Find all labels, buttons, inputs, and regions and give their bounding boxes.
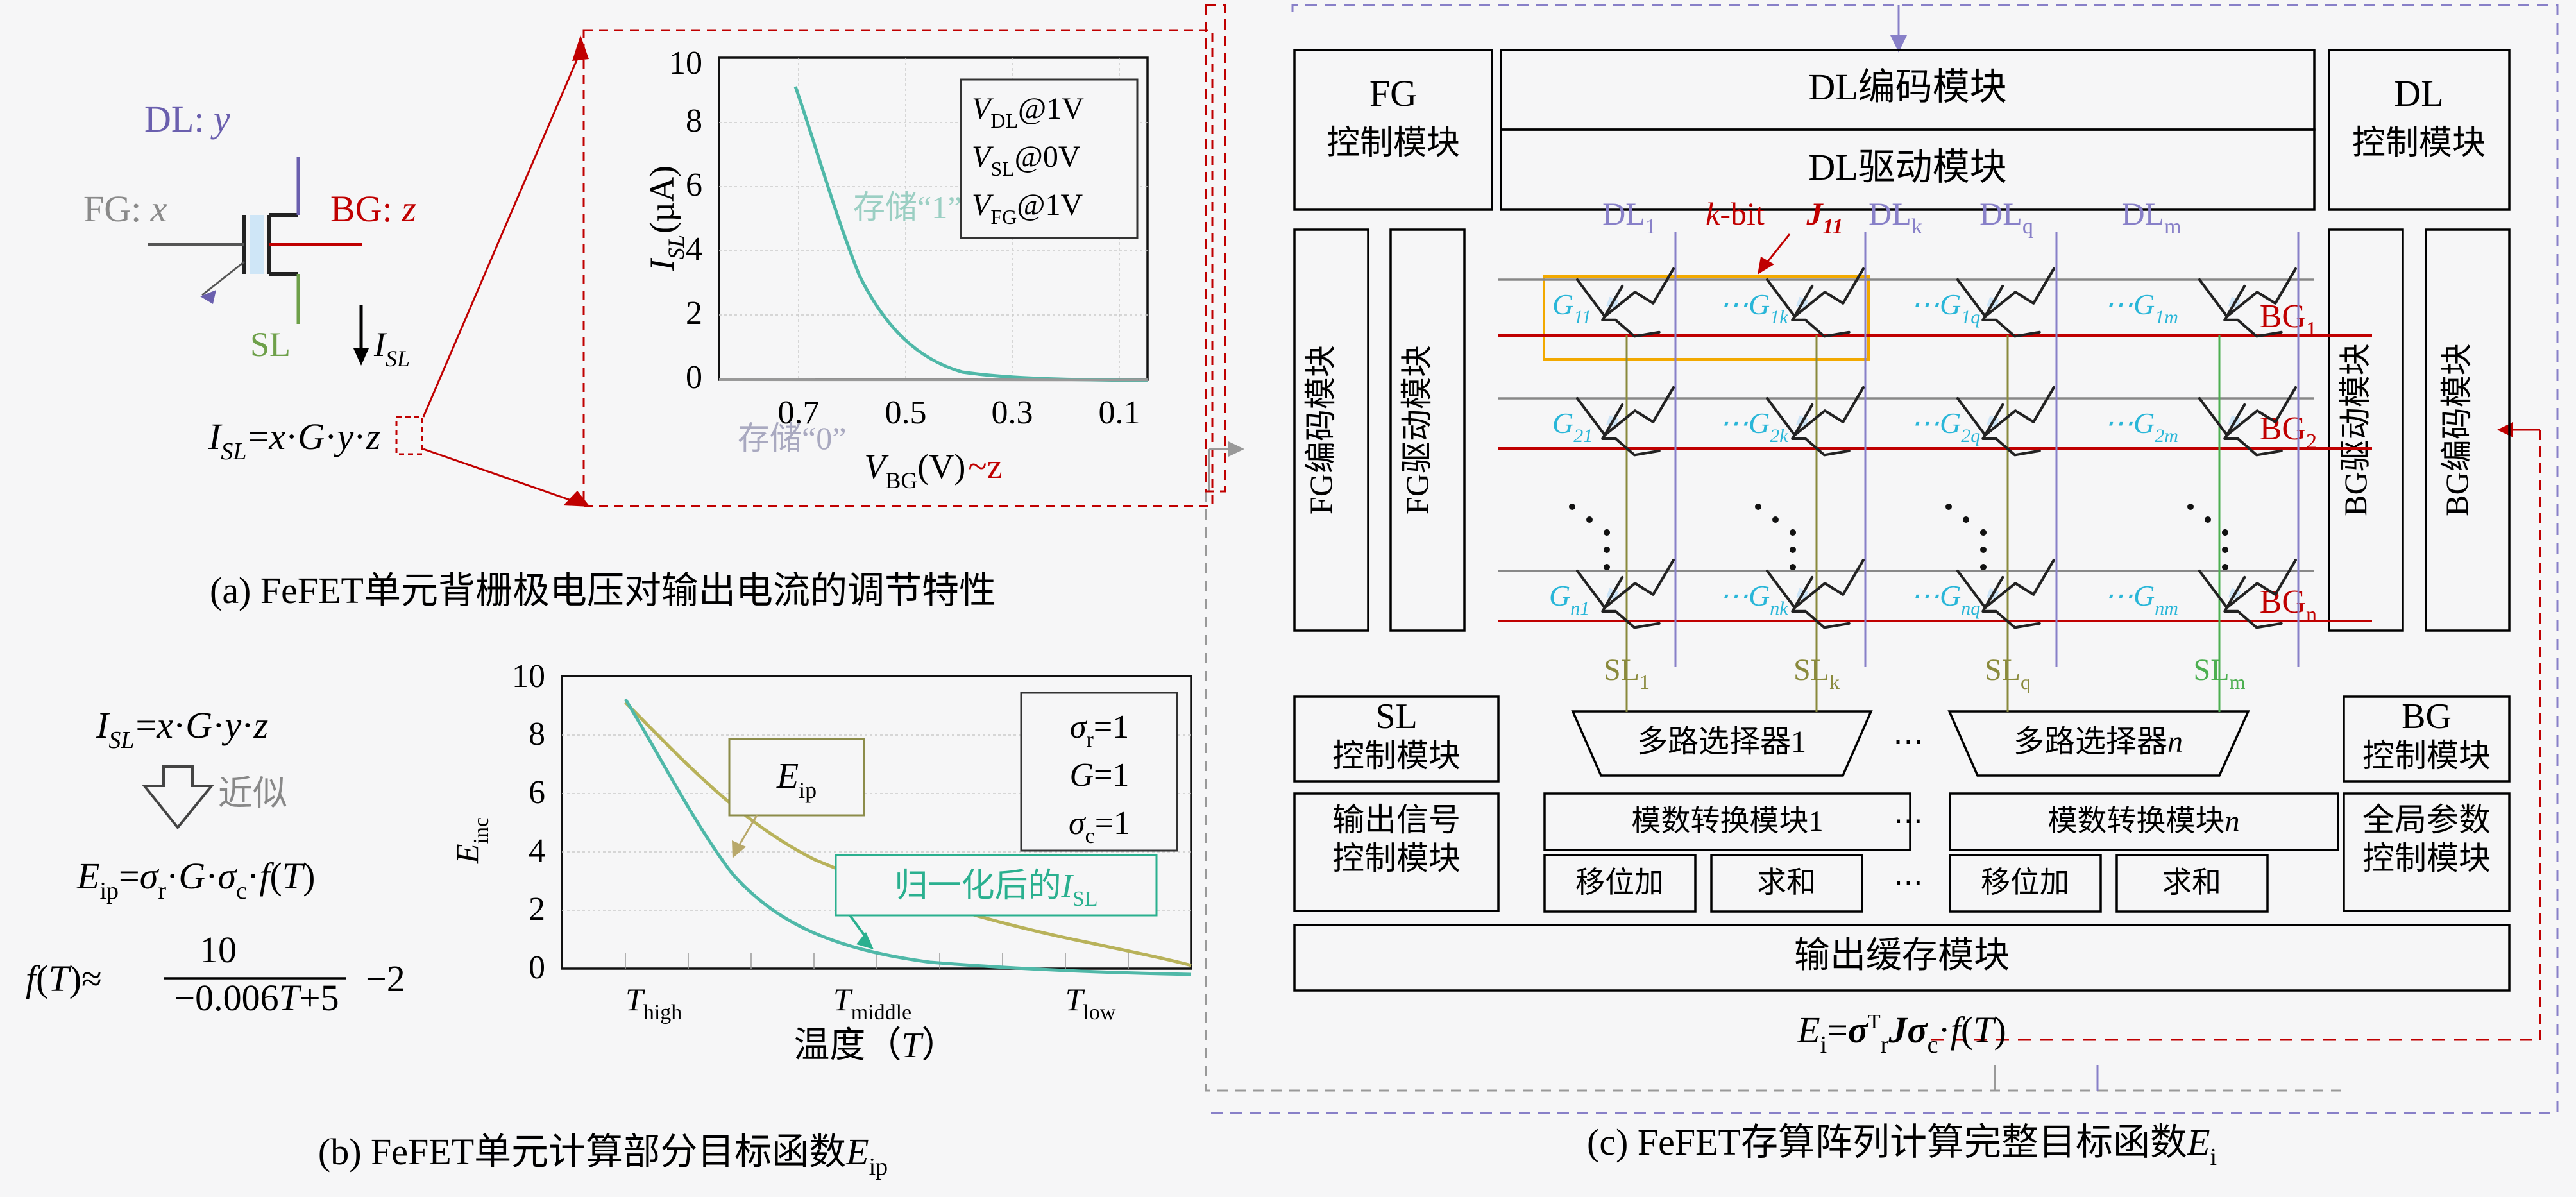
svg-text:多路选择器1: 多路选择器1 <box>1637 725 1806 759</box>
svg-text:存储“1”: 存储“1” <box>853 189 962 225</box>
svg-text:6: 6 <box>529 774 545 811</box>
svg-text:DL编码模块: DL编码模块 <box>1808 66 2006 108</box>
svg-text:求和: 求和 <box>2162 866 2221 899</box>
svg-text:f(T)≈: f(T)≈ <box>26 958 102 999</box>
svg-text:BG驱动模块: BG驱动模块 <box>2337 343 2373 516</box>
svg-text:6: 6 <box>686 167 702 203</box>
svg-text:k-bit: k-bit <box>1706 196 1765 232</box>
svg-text:控制模块: 控制模块 <box>1332 738 1461 774</box>
svg-text:−2: −2 <box>366 958 405 999</box>
svg-text:0: 0 <box>686 359 702 396</box>
svg-text:2: 2 <box>529 891 545 928</box>
svg-text:温度（T）: 温度（T） <box>793 1026 957 1065</box>
svg-text:0: 0 <box>529 949 545 986</box>
svg-text:模数转换模块n: 模数转换模块n <box>2048 804 2240 837</box>
svg-text:10: 10 <box>199 929 237 971</box>
svg-text:控制模块: 控制模块 <box>2362 840 2491 876</box>
svg-text:10: 10 <box>512 658 545 695</box>
svg-text:输出信号: 输出信号 <box>1332 802 1461 838</box>
svg-text:归一化后的ISL: 归一化后的ISL <box>894 868 1097 911</box>
svg-text:移位加: 移位加 <box>1981 866 2069 899</box>
svg-text:⋯: ⋯ <box>1894 804 1923 837</box>
svg-text:SL: SL <box>250 325 291 364</box>
svg-text:(a) FeFET单元背栅极电压对输出电流的调节特性: (a) FeFET单元背栅极电压对输出电流的调节特性 <box>210 570 996 611</box>
svg-text:8: 8 <box>529 716 545 752</box>
svg-text:σc=1: σc=1 <box>1069 805 1130 848</box>
svg-text:输出缓存模块: 输出缓存模块 <box>1794 936 2010 976</box>
svg-text:2: 2 <box>686 295 702 332</box>
svg-text:⋯: ⋯ <box>1894 866 1923 899</box>
svg-text:控制模块: 控制模块 <box>2362 738 2491 774</box>
svg-text:全局参数: 全局参数 <box>2362 802 2491 838</box>
svg-text:控制模块: 控制模块 <box>2352 125 2486 162</box>
svg-text:0.1: 0.1 <box>1099 395 1140 431</box>
svg-text:多路选择器n: 多路选择器n <box>2013 725 2183 759</box>
svg-text:BG: z: BG: z <box>330 188 416 230</box>
svg-text:FG: x: FG: x <box>83 188 167 230</box>
svg-text:4: 4 <box>529 833 545 869</box>
svg-text:BG编码模块: BG编码模块 <box>2439 343 2475 516</box>
svg-text:8: 8 <box>686 103 702 139</box>
svg-text:移位加: 移位加 <box>1575 866 1664 899</box>
svg-text:DL: y: DL: y <box>144 98 230 140</box>
svg-text:FG驱动模块: FG驱动模块 <box>1399 345 1435 514</box>
svg-text:0.3: 0.3 <box>992 395 1033 431</box>
svg-text:FG编码模块: FG编码模块 <box>1303 345 1339 514</box>
svg-text:BG: BG <box>2402 697 2452 736</box>
svg-text:模数转换模块1: 模数转换模块1 <box>1632 804 1824 837</box>
svg-text:DL: DL <box>2394 72 2443 114</box>
svg-text:近似: 近似 <box>218 774 287 813</box>
svg-text:DL驱动模块: DL驱动模块 <box>1808 146 2006 188</box>
svg-text:G=1: G=1 <box>1070 757 1130 794</box>
svg-text:⋯: ⋯ <box>1893 725 1924 759</box>
svg-text:控制模块: 控制模块 <box>1326 125 1460 162</box>
svg-text:σr=1: σr=1 <box>1070 709 1129 752</box>
svg-text:−0.006T+5: −0.006T+5 <box>174 977 339 1019</box>
svg-text:控制模块: 控制模块 <box>1332 840 1461 876</box>
svg-text:10: 10 <box>669 45 702 81</box>
svg-text:求和: 求和 <box>1757 866 1816 899</box>
svg-text:存储“0”: 存储“0” <box>738 420 846 456</box>
svg-text:SL: SL <box>1375 697 1417 736</box>
svg-text:FG: FG <box>1369 72 1417 114</box>
svg-text:0.5: 0.5 <box>885 395 927 431</box>
